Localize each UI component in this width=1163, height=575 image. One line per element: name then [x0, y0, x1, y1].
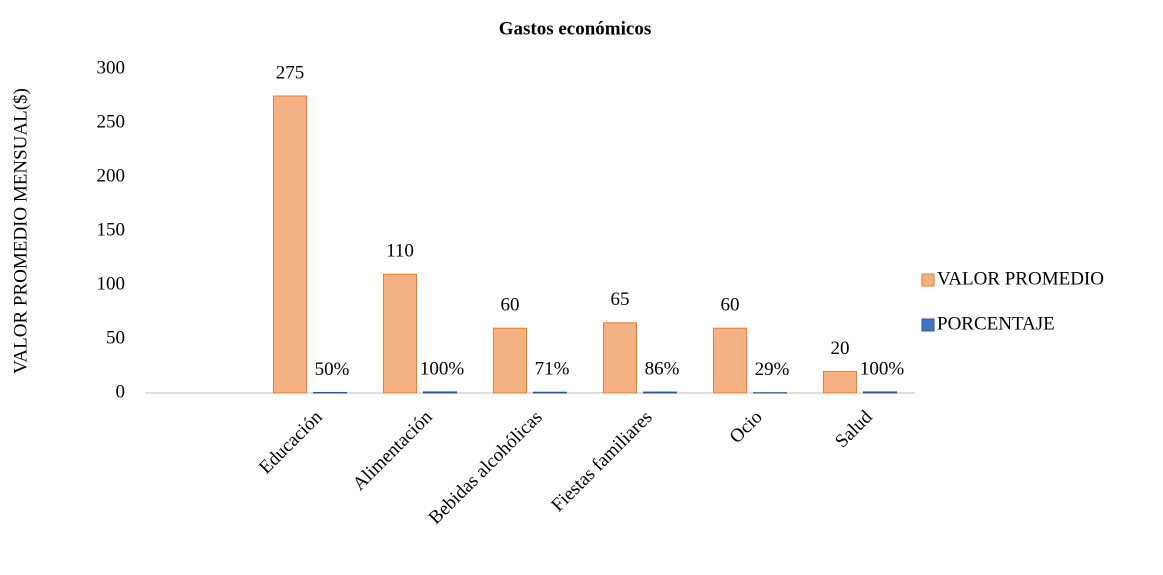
data-label: 100%: [420, 358, 465, 379]
data-label: 60: [501, 295, 520, 316]
legend-label: VALOR PROMEDIO: [937, 268, 1104, 289]
data-label: 60: [721, 295, 740, 316]
x-tick-label: Fiestas familiares: [547, 407, 656, 516]
x-tick-label: Educación: [255, 406, 327, 478]
y-tick-label: 50: [106, 327, 125, 348]
bar: [423, 391, 457, 394]
data-label: 110: [386, 241, 414, 262]
y-tick-label: 250: [97, 111, 126, 132]
bar: [603, 322, 637, 394]
y-tick-label: 0: [116, 381, 126, 402]
legend-swatch: [921, 273, 935, 287]
legend-swatch: [921, 318, 935, 332]
bar: [493, 327, 527, 394]
bar: [273, 95, 307, 394]
bar: [643, 391, 677, 394]
data-label: 86%: [645, 358, 680, 379]
bar: [383, 273, 417, 394]
x-tick-label: Ocio: [726, 407, 767, 448]
bar: [823, 370, 857, 394]
data-label: 275: [276, 62, 305, 83]
data-label: 65: [611, 289, 630, 310]
data-label: 100%: [860, 358, 905, 379]
bar: [863, 391, 897, 394]
data-label: 29%: [755, 359, 790, 380]
legend-label: PORCENTAJE: [937, 313, 1055, 334]
x-tick-label: Bebidas alcohólicas: [425, 407, 547, 529]
data-label: 50%: [315, 359, 350, 380]
chart-title: Gastos económicos: [499, 18, 652, 39]
y-tick-label: 100: [97, 273, 126, 294]
y-axis-label: VALOR PROMEDIO MENSUAL($): [10, 88, 31, 374]
data-label: 20: [831, 338, 850, 359]
x-tick-label: Alimentación: [349, 406, 437, 494]
y-tick-label: 300: [97, 57, 126, 78]
y-tick-label: 200: [97, 165, 126, 186]
bar: [713, 327, 747, 394]
y-tick-label: 150: [97, 219, 126, 240]
data-label: 71%: [535, 359, 570, 380]
bar: [313, 391, 347, 394]
x-tick-label: Salud: [831, 406, 877, 452]
bar: [533, 391, 567, 394]
